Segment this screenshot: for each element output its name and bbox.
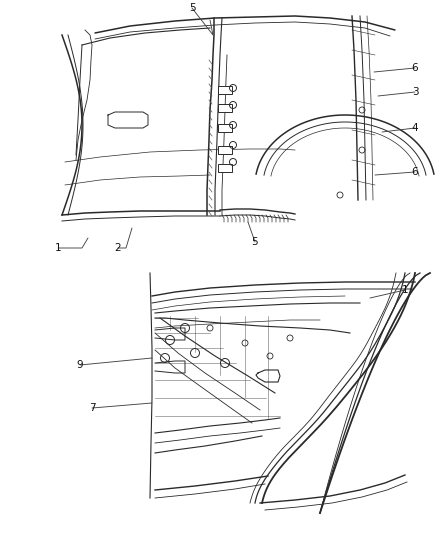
Text: 9: 9 (77, 360, 83, 370)
Text: 5: 5 (252, 237, 258, 247)
Text: 2: 2 (115, 243, 121, 253)
Text: 1: 1 (55, 243, 61, 253)
Text: 3: 3 (412, 87, 418, 97)
Text: 4: 4 (412, 123, 418, 133)
Bar (218, 124, 232, 132)
Bar (218, 104, 232, 112)
Text: 7: 7 (88, 403, 95, 413)
Text: 6: 6 (412, 63, 418, 73)
Text: 1: 1 (402, 285, 408, 295)
Text: 5: 5 (189, 3, 195, 13)
Bar (218, 164, 232, 172)
Bar (218, 86, 232, 94)
Text: 6: 6 (412, 167, 418, 177)
Bar (218, 146, 232, 154)
